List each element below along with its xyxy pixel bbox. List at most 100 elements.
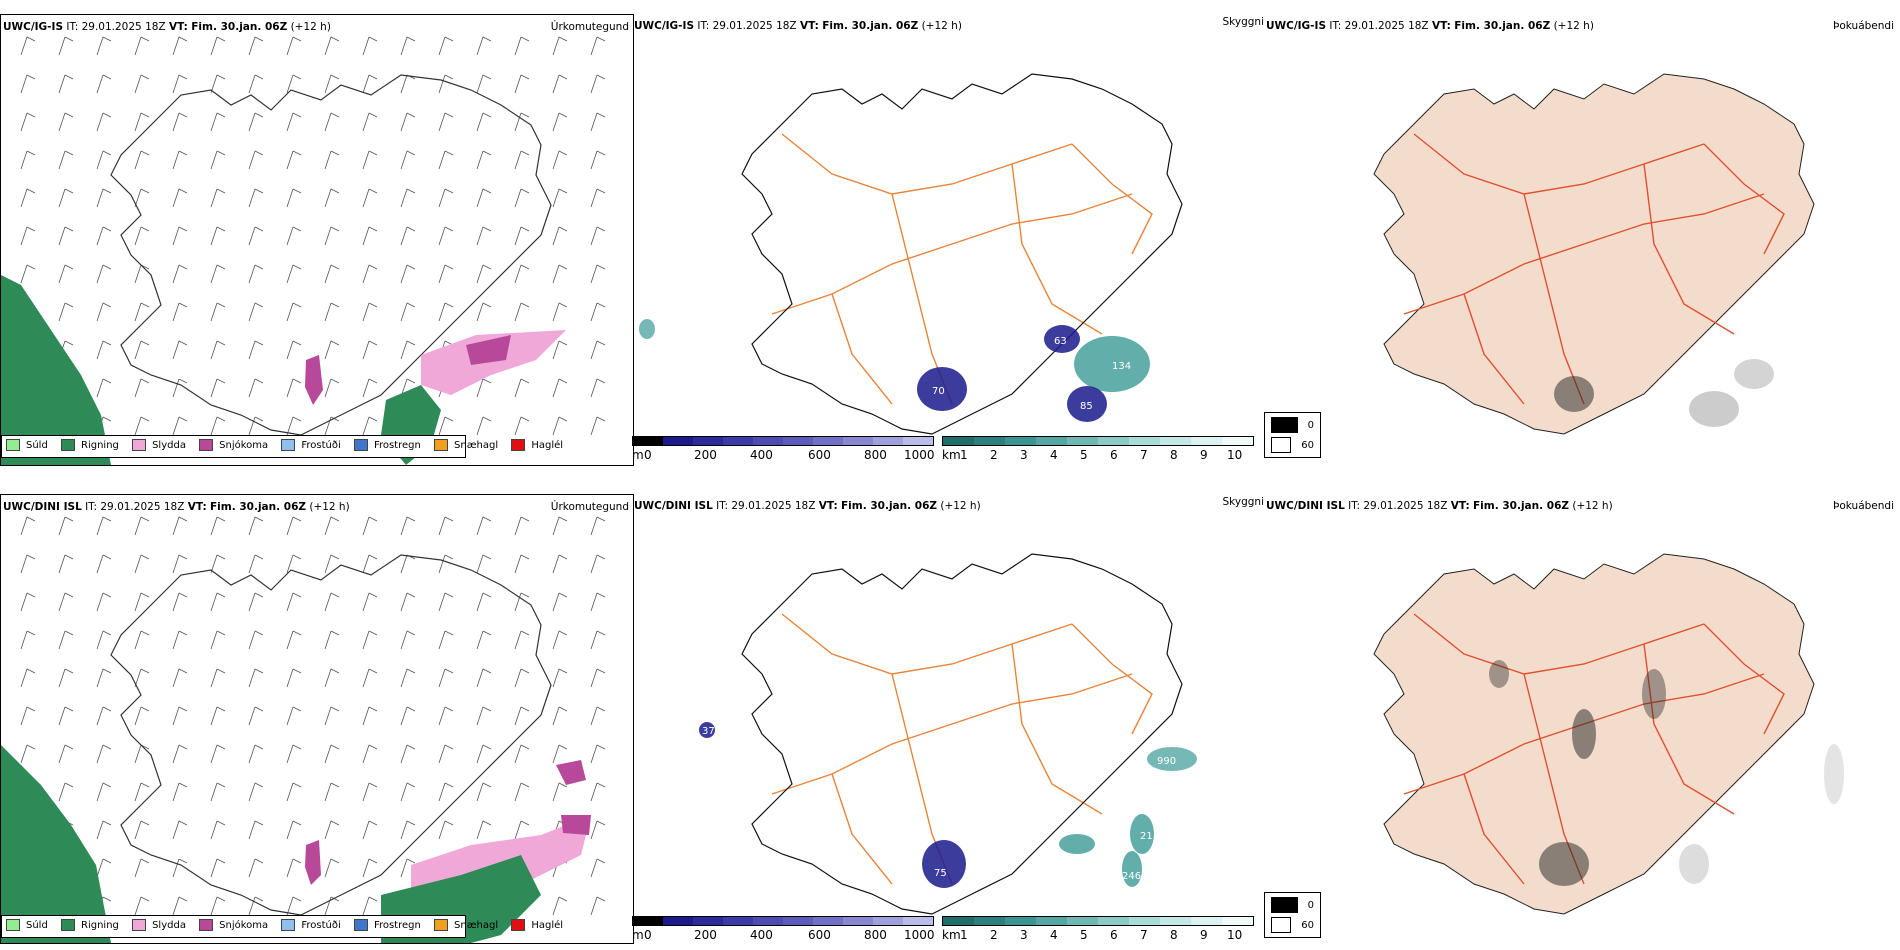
wind-barb <box>590 744 598 764</box>
wind-barb-feather <box>178 378 188 384</box>
wind-barb-feather <box>368 302 378 308</box>
wind-barb-feather <box>64 668 74 674</box>
wind-barb <box>210 150 218 170</box>
wind-barb-feather <box>330 630 340 636</box>
wind-barb <box>514 378 522 398</box>
wind-barb-feather <box>26 150 36 156</box>
wind-barb <box>172 782 180 802</box>
wind-barb-feather <box>64 264 74 270</box>
wind-barb-feather <box>292 416 302 422</box>
wind-barb-feather <box>482 264 492 270</box>
fog-panel-top: UWC/IG-IS IT: 29.01.2025 18Z VT: Fim. 30… <box>1264 14 1900 464</box>
wind-barb <box>438 112 446 132</box>
wind-barb <box>590 592 598 612</box>
wind-barb-feather <box>520 112 530 118</box>
product-label: Skyggni <box>1222 496 1265 508</box>
wind-barb <box>96 264 104 284</box>
wind-barb-feather <box>178 668 188 674</box>
fog-patch <box>1689 391 1739 427</box>
wind-barb-feather <box>558 668 568 674</box>
wind-barb-feather <box>406 264 416 270</box>
wind-barb <box>248 820 256 840</box>
height-tick: 800 <box>864 448 887 462</box>
wind-barb-feather <box>444 188 454 194</box>
wind-barb <box>20 630 28 650</box>
wind-barb-feather <box>444 744 454 750</box>
wind-barb <box>20 226 28 246</box>
wind-barb <box>476 782 484 802</box>
wind-barb-feather <box>254 416 264 422</box>
wind-barb-feather <box>254 554 264 560</box>
wind-barb <box>96 188 104 208</box>
wind-barb <box>172 416 180 436</box>
wind-barb <box>362 592 370 612</box>
wind-barb <box>172 516 180 536</box>
wind-barb-feather <box>102 630 112 636</box>
wind-barb <box>248 896 256 916</box>
wind-barb <box>438 592 446 612</box>
panel-title: UWC/DINI ISL IT: 29.01.2025 18Z VT: Fim.… <box>1266 500 1613 512</box>
wind-barb <box>248 74 256 94</box>
road <box>1703 623 1785 735</box>
wind-barb-feather <box>102 112 112 118</box>
wind-barb <box>362 378 370 398</box>
wind-barb <box>286 302 294 322</box>
wind-barb-feather <box>102 592 112 598</box>
wind-barb-feather <box>406 630 416 636</box>
green-coast-rain <box>1 275 111 465</box>
wind-barb <box>96 820 104 840</box>
wind-barb-feather <box>406 112 416 118</box>
vis-tick: 5 <box>1080 928 1088 942</box>
panel-title: UWC/IG-IS IT: 29.01.2025 18Z VT: Fim. 30… <box>3 21 331 33</box>
wind-barb-feather <box>102 820 112 826</box>
wind-barb-feather <box>330 302 340 308</box>
legend-item: Frostregn <box>353 919 421 931</box>
wind-barb-feather <box>368 668 378 674</box>
visibility-patch <box>1067 386 1107 422</box>
height-unit: m <box>632 448 644 462</box>
wind-barb-feather <box>482 554 492 560</box>
wind-barb <box>134 630 142 650</box>
wind-barb <box>172 820 180 840</box>
wind-barb-feather <box>102 668 112 674</box>
wind-barb-feather <box>140 112 150 118</box>
product-label: Úrkomutegund <box>550 21 629 33</box>
wind-barb <box>172 150 180 170</box>
wind-barb <box>324 744 332 764</box>
wind-barb <box>248 782 256 802</box>
vis-tick: 1 <box>960 928 968 942</box>
wind-barb-feather <box>330 706 340 712</box>
wind-barb <box>476 706 484 726</box>
visibility-patch <box>699 722 715 738</box>
wind-barb-feather <box>368 226 378 232</box>
wind-barb <box>400 668 408 688</box>
wind-barb <box>362 226 370 246</box>
wind-barb <box>400 782 408 802</box>
wind-barb-feather <box>254 112 264 118</box>
wind-barb-feather <box>558 302 568 308</box>
wind-barb-feather <box>444 782 454 788</box>
wind-barb-feather <box>406 592 416 598</box>
wind-barb-feather <box>26 630 36 636</box>
wind-barb <box>514 416 522 436</box>
sleet-area <box>421 330 566 395</box>
wind-barb <box>134 516 142 536</box>
green-coast-rain <box>1 745 111 943</box>
wind-barb <box>362 744 370 764</box>
wind-barb <box>96 554 104 574</box>
wind-barb-feather <box>64 188 74 194</box>
wind-barb <box>590 74 598 94</box>
wind-barb-feather <box>178 36 188 42</box>
wind-barb-feather <box>482 188 492 194</box>
wind-barb <box>20 554 28 574</box>
wind-barb <box>324 416 332 436</box>
wind-barb-feather <box>406 744 416 750</box>
height-tick: 600 <box>808 448 831 462</box>
wind-barb-feather <box>444 302 454 308</box>
wind-barb <box>514 554 522 574</box>
wind-barb <box>590 36 598 56</box>
wind-barb-feather <box>368 340 378 346</box>
height-tick: 800 <box>864 928 887 942</box>
wind-barb-feather <box>444 112 454 118</box>
wind-barb-feather <box>102 264 112 270</box>
